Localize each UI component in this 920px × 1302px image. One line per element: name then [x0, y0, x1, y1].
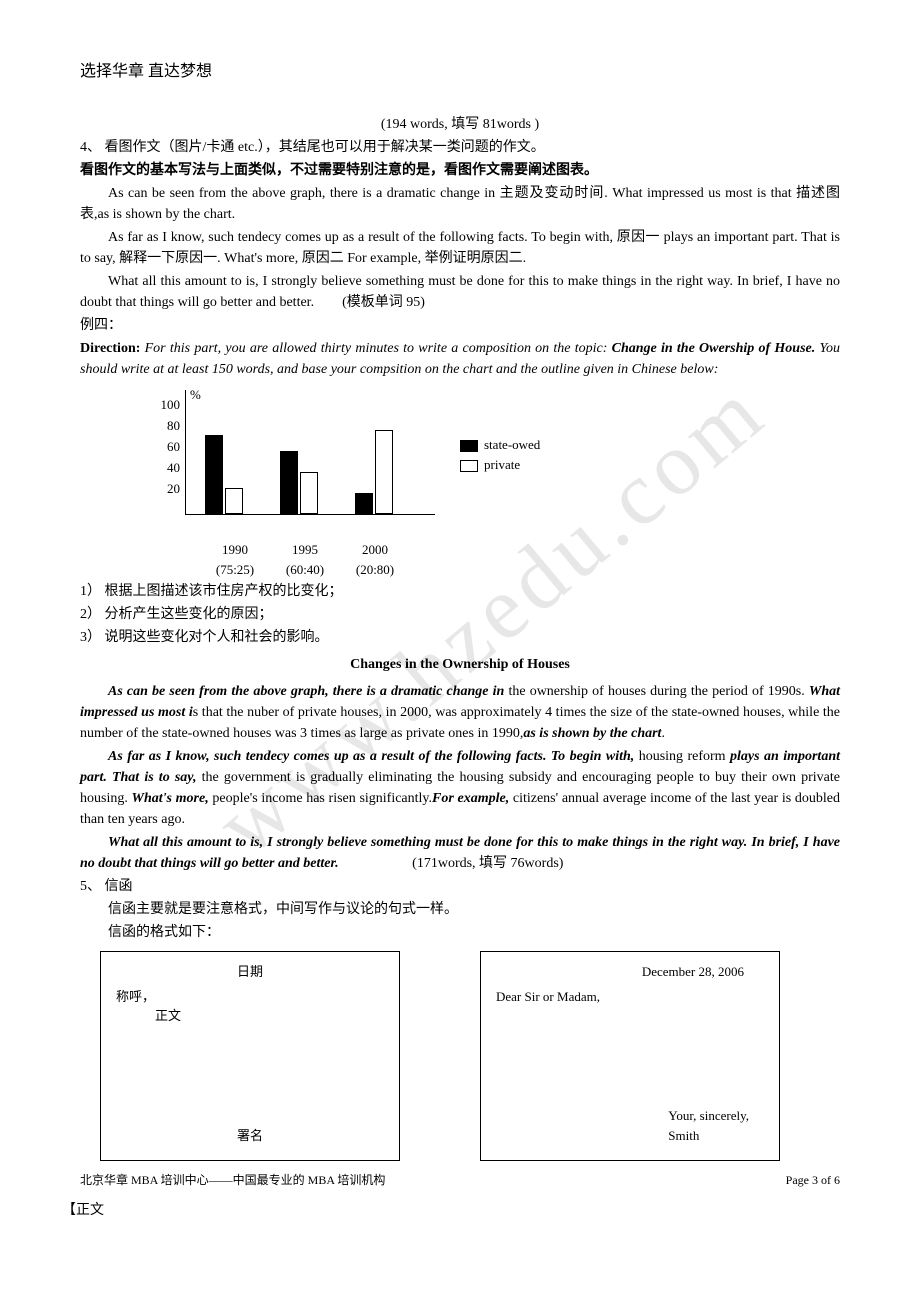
section5-line1: 信函主要就是要注意格式，中间写作与议论的句式一样。 — [80, 899, 840, 920]
top-note: (194 words, 填写 81words ) — [80, 114, 840, 135]
essay-p1: As can be seen from the above graph, the… — [80, 681, 840, 744]
example4-direction: Direction: For this part, you are allowe… — [80, 338, 840, 380]
legend-swatch-state — [460, 440, 478, 452]
section5-heading: 5、 信函 — [80, 876, 840, 897]
section4-p3: What all this amount to is, I strongly b… — [80, 271, 840, 313]
direction-label: Direction: — [80, 341, 140, 356]
bar-2000-state — [355, 493, 373, 514]
essay-title: Changes in the Ownership of Houses — [80, 654, 840, 675]
legend-label-state: state-owed — [484, 437, 540, 452]
letter-example-salutation: Dear Sir or Madam, — [496, 987, 764, 1007]
letter-example-sign: Your, sincerely, Smith — [668, 1106, 749, 1145]
outline-q3: 3） 说明这些变化对个人和社会的影响。 — [80, 627, 840, 648]
letter-template-box: 日期 称呼， 正文 署名 — [100, 951, 400, 1161]
header-slogan: 选择华章 直达梦想 — [80, 60, 840, 84]
outline-q2: 2） 分析产生这些变化的原因； — [80, 604, 840, 625]
y-axis — [185, 390, 186, 515]
bar-2000-private — [375, 430, 393, 514]
ytick-80: 80 — [150, 416, 180, 436]
footer-right: Page 3 of 6 — [786, 1171, 840, 1189]
bar-1995-state — [280, 451, 298, 514]
example4-label: 例四： — [80, 315, 840, 336]
section4-p2: As far as I know, such tendecy comes up … — [80, 227, 840, 269]
ytick-100: 100 — [150, 395, 180, 415]
ytick-20: 20 — [150, 479, 180, 499]
outline-q1: 1） 根据上图描述该市住房产权的比变化； — [80, 581, 840, 602]
legend-swatch-private — [460, 460, 478, 472]
chart-ratios: (75:25)(60:40)(20:80) — [200, 560, 840, 580]
x-axis — [185, 514, 435, 515]
essay-p2: As far as I know, such tendecy comes up … — [80, 746, 840, 830]
ownership-chart: % 100 80 60 40 20 state-owed private — [150, 390, 840, 535]
page-footer: 北京华章 MBA 培训中心——中国最专业的 MBA 培训机构 Page 3 of… — [80, 1171, 840, 1189]
footer-left: 北京华章 MBA 培训中心——中国最专业的 MBA 培训机构 — [80, 1171, 385, 1189]
letter-template-date: 日期 — [116, 962, 384, 982]
letter-example-box: December 28, 2006 Dear Sir or Madam, You… — [480, 951, 780, 1161]
letter-template-body: 正文 — [116, 1006, 384, 1026]
section4-p1: As can be seen from the above graph, the… — [80, 183, 840, 225]
section4-bold: 看图作文的基本写法与上面类似，不过需要特别注意的是，看图作文需要阐述图表。 — [80, 160, 840, 181]
bar-1990-private — [225, 488, 243, 514]
section4-heading: 4、 看图作文（图片/卡通 etc.），其结尾也可以用于解决某一类问题的作文。 — [80, 137, 840, 158]
legend-label-private: private — [484, 457, 520, 472]
letter-example-date: December 28, 2006 — [496, 962, 764, 982]
letter-template-sign: 署名 — [101, 1126, 399, 1146]
letter-boxes: 日期 称呼， 正文 署名 December 28, 2006 Dear Sir … — [100, 951, 840, 1161]
essay-p3: What all this amount to is, I strongly b… — [80, 832, 840, 874]
ytick-60: 60 — [150, 437, 180, 457]
bar-1990-state — [205, 435, 223, 514]
bar-1995-private — [300, 472, 318, 514]
section5-line2: 信函的格式如下： — [80, 922, 840, 943]
ytick-40: 40 — [150, 458, 180, 478]
y-unit: % — [190, 385, 201, 405]
chart-xlabels: 199019952000 — [200, 540, 840, 560]
side-label: 【正文 — [62, 1200, 104, 1221]
chart-legend: state-owed private — [460, 435, 540, 474]
letter-template-salutation: 称呼， — [116, 987, 384, 1007]
